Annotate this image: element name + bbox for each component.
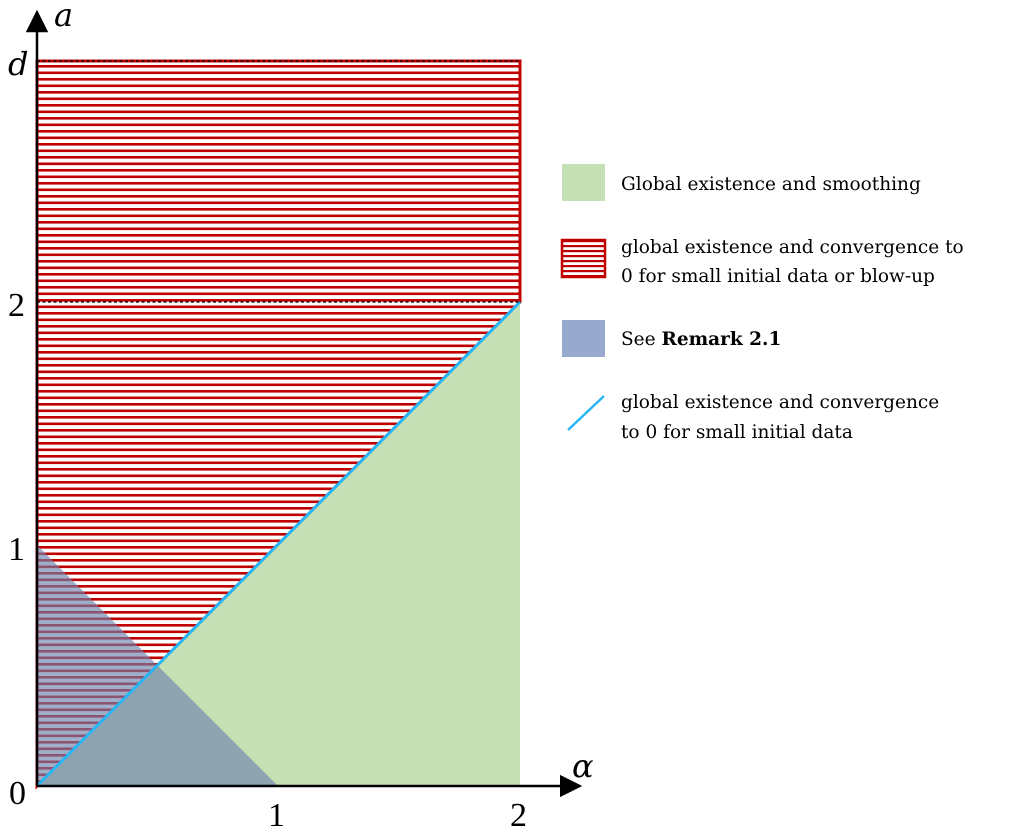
x-axis-label: α — [572, 747, 594, 785]
legend-blue-label: See Remark 2.1 — [621, 329, 781, 350]
x-tick-2: 2 — [510, 797, 527, 829]
legend-blue-prefix: See — [621, 329, 661, 350]
x-tick-1: 1 — [268, 797, 285, 829]
legend-red-swatch — [560, 238, 607, 279]
legend: Global existence and smoothing global ex… — [560, 164, 964, 443]
legend-line-label-line2: to 0 for small initial data — [621, 422, 853, 443]
origin-label: 0 — [9, 775, 26, 812]
y-tick-2: 2 — [8, 287, 25, 324]
legend-line-swatch — [567, 395, 605, 431]
diagonal-line — [35, 300, 522, 788]
legend-blue-swatch — [562, 320, 605, 357]
legend-line-label-line1: global existence and convergence — [621, 392, 939, 413]
legend-green-label: Global existence and smoothing — [621, 174, 921, 195]
legend-green-swatch — [562, 164, 605, 201]
y-axis-label: a — [54, 0, 73, 34]
y-tick-d: d — [8, 45, 28, 83]
legend-red-label-line1: global existence and convergence to — [621, 237, 964, 258]
remark-link[interactable]: Remark 2.1 — [661, 329, 781, 350]
y-tick-1: 1 — [8, 531, 25, 568]
legend-red-label-line2: 0 for small initial data or blow-up — [621, 266, 935, 287]
